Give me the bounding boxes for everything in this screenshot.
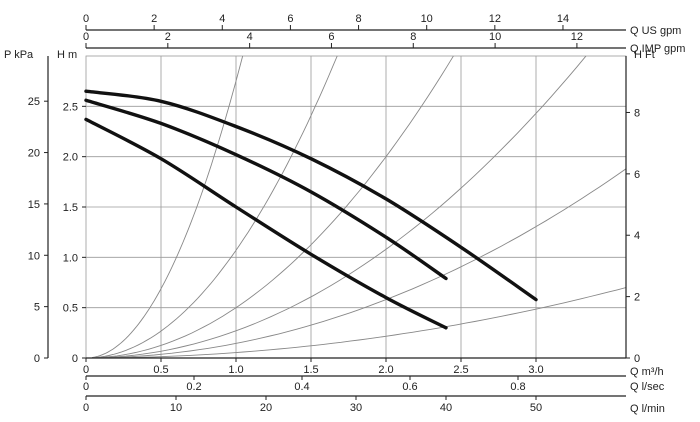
left-outer-axis-tick-label: 10 [28,250,40,262]
right-axis-name: H Ft [634,49,655,61]
top-axis-name: Q US gpm [630,25,681,37]
left-outer-axis-tick-label: 5 [34,302,40,314]
top-axis-tick-label: 14 [557,13,569,25]
bottom-axis-tick-label: 0.8 [510,381,525,393]
right-axis-tick-label: 8 [634,107,640,119]
bottom-axis-tick-label: 50 [530,402,542,414]
system-curve [91,56,338,358]
bottom-axis-tick-label: 30 [350,402,362,414]
bottom-axis-tick-label: 0.2 [186,381,201,393]
top-axis-tick-label: 8 [410,31,416,43]
bottom-axis-tick-label: 2.5 [453,364,468,376]
bottom-axis-tick-label: 40 [440,402,452,414]
top-axis-tick-label: 4 [219,13,225,25]
bottom-axis-name: Q l/min [630,403,665,415]
pump-curve-2 [84,98,448,281]
system-curve [91,56,244,358]
left-outer-axis-tick-label: 0 [34,353,40,365]
system-curve [91,56,454,358]
top-axis-tick-label: 6 [328,31,334,43]
bottom-axis-tick-label: 1.5 [303,364,318,376]
left-inner-axis-tick-label: 0 [72,353,78,365]
pump-curve-3 [84,117,448,330]
bottom-axis-tick-label: 0.5 [153,364,168,376]
top-axis-tick-label: 4 [247,31,253,43]
bottom-axis-tick-label: 0.4 [294,381,309,393]
bottom-axis-tick-label: 0 [83,402,89,414]
right-axis-tick-label: 0 [634,353,640,365]
top-axis-tick-label: 10 [489,31,501,43]
bottom-axis-tick-label: 20 [260,402,272,414]
left-inner-axis-tick-label: 0.5 [63,303,78,315]
bottom-axis-name: Q l/sec [630,381,665,393]
left-outer-axis-tick-label: 20 [28,148,40,160]
left-outer-axis-tick-label: 15 [28,199,40,211]
top-axis-tick-label: 8 [355,13,361,25]
pump-curves-layer [84,89,538,330]
top-axis-tick-label: 6 [287,13,293,25]
system-curve [91,287,626,358]
pump-curve-1 [84,89,538,302]
left-inner-axis-tick-label: 2.5 [63,101,78,113]
right-axis-tick-label: 4 [634,230,640,242]
bottom-axis-tick-label: 1.0 [228,364,243,376]
top-axis-tick-label: 0 [83,13,89,25]
bottom-axis-tick-label: 0 [83,364,89,376]
right-axis-tick-label: 2 [634,292,640,304]
top-axis-tick-label: 10 [421,13,433,25]
bottom-axis-tick-label: 10 [170,402,182,414]
left-outer-axis-tick-label: 25 [28,96,40,108]
top-axis-tick-label: 12 [489,13,501,25]
top-axis-tick-label: 12 [571,31,583,43]
bottom-axis-tick-label: 2.0 [378,364,393,376]
left-outer-axis-name: P kPa [4,49,34,61]
top-axis-tick-label: 0 [83,31,89,43]
right-axis-tick-label: 6 [634,169,640,181]
bottom-axis-tick-label: 0 [83,381,89,393]
bottom-axis-tick-label: 3.0 [528,364,543,376]
system-curve [91,168,626,358]
top-axis-tick-label: 2 [151,13,157,25]
left-inner-axis-tick-label: 2.0 [63,152,78,164]
top-axis-name: Q IMP gpm [630,43,685,55]
bottom-axis-tick-label: 0.6 [402,381,417,393]
left-inner-axis-tick-label: 1.0 [63,252,78,264]
left-inner-axis-name: H m [57,49,77,61]
left-inner-axis-tick-label: 1.5 [63,202,78,214]
top-axis-tick-label: 2 [165,31,171,43]
bottom-axis-name: Q m³/h [630,366,664,378]
